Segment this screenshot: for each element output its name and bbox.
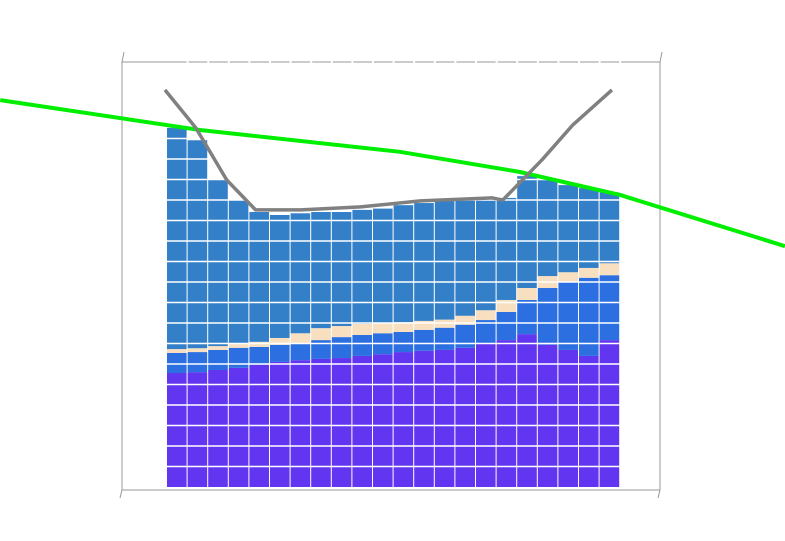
bar-segment [331, 326, 353, 338]
bar-segment [208, 346, 229, 350]
bar-segment [414, 329, 435, 351]
bar-segment [517, 176, 538, 289]
bar-segment [579, 355, 600, 487]
bar-segment [352, 334, 373, 356]
bar-segment [352, 209, 373, 324]
bar-segment [352, 323, 373, 335]
bar-segment [558, 185, 579, 273]
bar-segment [331, 337, 353, 359]
bar-segment [270, 344, 291, 362]
bar-segment [270, 215, 291, 338]
bar-segment [558, 272, 579, 283]
bar-segment [228, 347, 250, 368]
bar-segment [579, 188, 600, 268]
bar-segment [455, 347, 476, 487]
bar-segment [455, 315, 476, 325]
bar-segment [476, 320, 497, 344]
bar-segment [167, 127, 188, 350]
bar-segment [167, 352, 188, 373]
bar-segment [599, 275, 621, 341]
bar-segment [579, 267, 600, 278]
frame [119, 51, 663, 499]
bar-segment [290, 333, 312, 344]
bar-segment [228, 367, 250, 487]
bar-segment [208, 179, 229, 347]
bar-segment [331, 358, 353, 487]
bar-segment [393, 322, 415, 332]
bar-segment [187, 140, 209, 349]
bar-segment [393, 352, 415, 487]
bar-segment [208, 349, 229, 371]
bar-segment [187, 348, 209, 353]
bar-segment [599, 263, 621, 276]
bar-segment [476, 198, 497, 311]
bar-segment [393, 205, 415, 323]
bar-segment [249, 341, 270, 347]
bar-segment [496, 340, 518, 487]
bar-segment [290, 213, 312, 334]
bar-segment [331, 212, 353, 327]
bar-segment [228, 343, 250, 348]
bar-segment [373, 323, 394, 334]
bar-segment [476, 310, 497, 321]
bar-segment [249, 346, 270, 365]
bar-segment [517, 334, 538, 487]
bar-segment [496, 299, 518, 312]
bar-segment [270, 337, 291, 345]
bar-segment [455, 324, 476, 348]
bar-segment [187, 352, 209, 373]
bar-segment [228, 200, 250, 344]
bar-segment [537, 179, 559, 277]
bar-segment [167, 349, 188, 353]
bar-segment [393, 331, 415, 353]
bar-segment [476, 343, 497, 487]
bar-segment [290, 360, 312, 487]
bar-segment [373, 354, 394, 487]
bar-segment [434, 327, 456, 350]
bar-segment [249, 212, 270, 342]
bar-segment [187, 372, 209, 487]
bar-segment [517, 299, 538, 335]
line [0, 98, 785, 249]
bar-segment [311, 212, 332, 329]
bar-segment [537, 344, 559, 487]
bar-segment [558, 282, 579, 350]
bar-segment [517, 288, 538, 300]
bar-segment [496, 311, 518, 341]
bar-segment [579, 277, 600, 356]
line [163, 88, 614, 212]
bar-segment [311, 328, 332, 341]
bar-segment [270, 361, 291, 487]
bar-segment [311, 358, 332, 487]
bar-segment [373, 208, 394, 324]
bar-segment [599, 192, 621, 264]
bar-segment [352, 355, 373, 487]
bar-segment [208, 370, 229, 487]
bar-segment [167, 372, 188, 487]
bar-segment [290, 343, 312, 361]
bar-segment [455, 198, 476, 316]
bar-segment [537, 288, 559, 345]
bar-segment [599, 340, 621, 487]
bar-segment [414, 320, 435, 330]
bar-segment [311, 340, 332, 359]
bar-segment [496, 197, 518, 300]
bar-segment [434, 199, 456, 320]
